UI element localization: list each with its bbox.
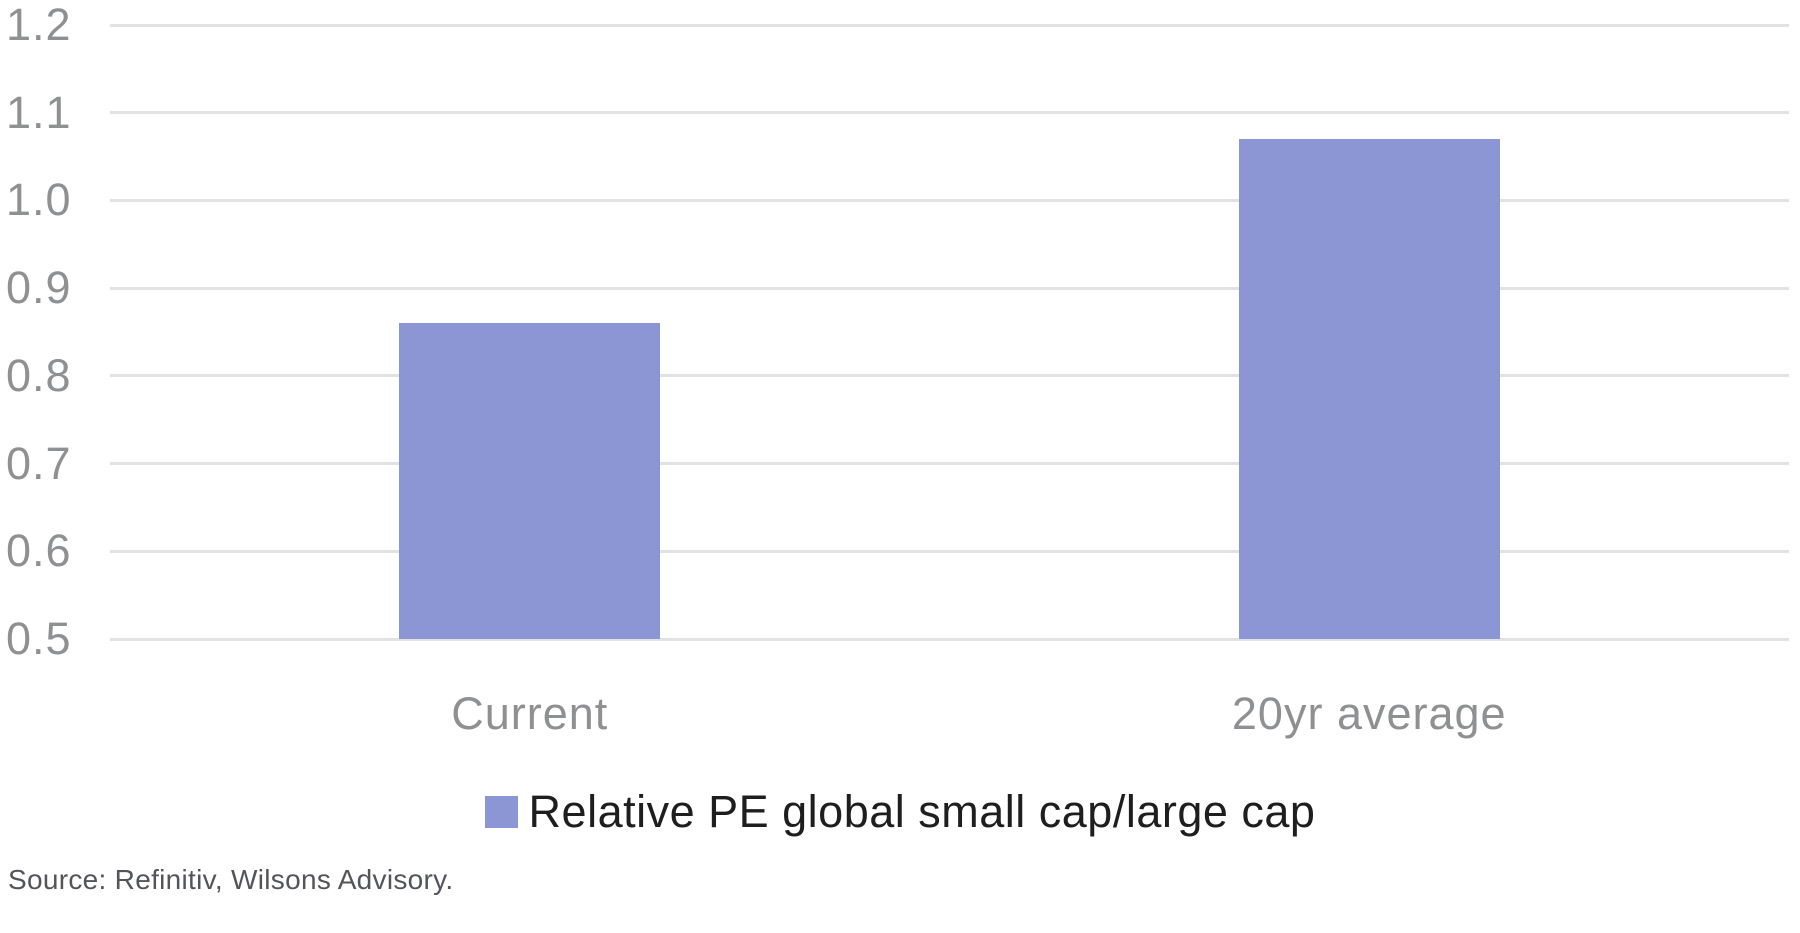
gridline [110, 23, 1789, 27]
gridline [110, 111, 1789, 115]
y-tick-label: 1.1 [6, 86, 72, 138]
y-tick-label: 0.5 [6, 613, 72, 664]
y-tick-label: 0.9 [6, 262, 72, 314]
gridline [110, 637, 1789, 641]
y-tick-label: 0.7 [6, 437, 72, 489]
legend: Relative PE global small cap/large cap [0, 786, 1800, 838]
gridline [110, 198, 1789, 202]
y-tick-label: 1.2 [6, 0, 72, 50]
y-tick-label: 0.8 [6, 349, 72, 401]
gridline [110, 374, 1789, 378]
legend-label: Relative PE global small cap/large cap [528, 786, 1316, 837]
x-category-label: Current [451, 688, 609, 739]
gridline [110, 549, 1789, 553]
y-tick-label: 0.6 [6, 525, 72, 577]
source-note: Source: Refinitiv, Wilsons Advisory. [8, 864, 454, 895]
gridline [110, 286, 1789, 290]
bar-current [399, 323, 661, 639]
gridline [110, 462, 1789, 466]
legend-swatch-icon [484, 796, 518, 828]
y-tick-label: 1.0 [6, 174, 72, 226]
x-category-label: 20yr average [1231, 688, 1507, 739]
bar-20yr-average [1238, 139, 1500, 639]
